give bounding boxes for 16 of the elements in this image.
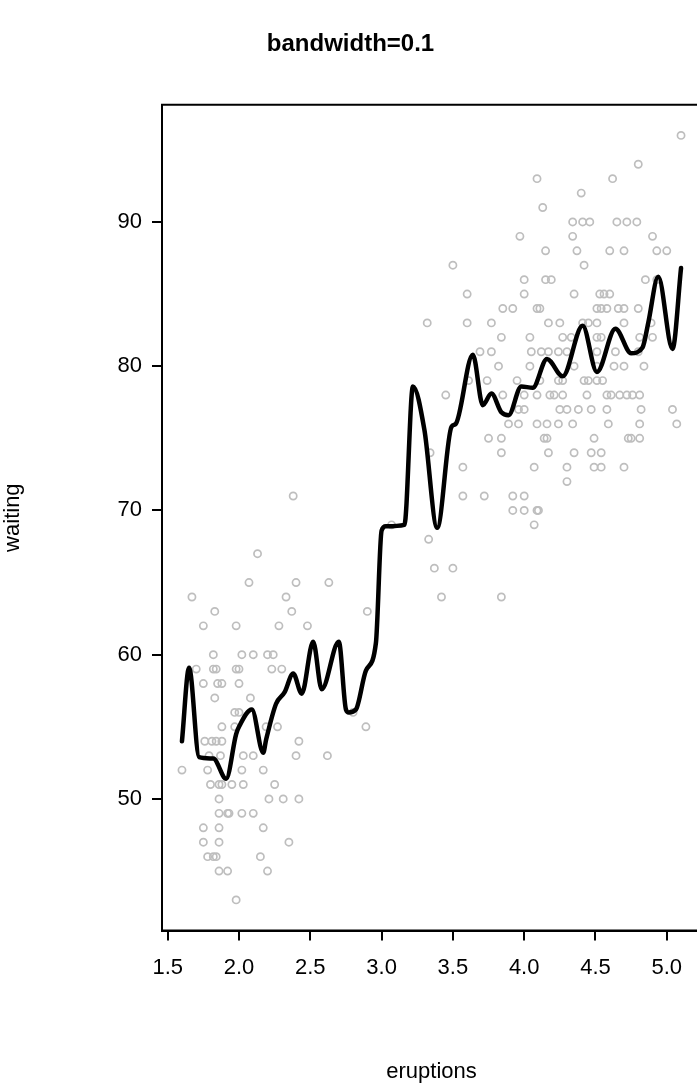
x-tick-label: 4.0 bbox=[508, 953, 540, 979]
y-tick-label: 80 bbox=[117, 352, 142, 378]
x-tick-label: 3.0 bbox=[366, 953, 397, 979]
y-tick-label: 50 bbox=[117, 785, 142, 810]
x-tick-label: 2.0 bbox=[223, 953, 255, 979]
y-tick-label: 60 bbox=[117, 640, 142, 666]
x-tick-label: 1.5 bbox=[152, 953, 183, 979]
x-tick-label: 3.5 bbox=[437, 953, 469, 979]
y-tick-label: 90 bbox=[117, 208, 142, 233]
y-axis-title: waiting bbox=[0, 483, 25, 553]
x-tick-label: 4.5 bbox=[580, 953, 611, 979]
y-tick-label: 70 bbox=[117, 496, 142, 522]
x-tick-label: 5.0 bbox=[651, 953, 683, 979]
x-axis-title: eruptions bbox=[386, 1057, 477, 1083]
x-tick-label: 2.5 bbox=[295, 953, 326, 979]
chart-title: bandwidth=0.1 bbox=[266, 29, 435, 57]
